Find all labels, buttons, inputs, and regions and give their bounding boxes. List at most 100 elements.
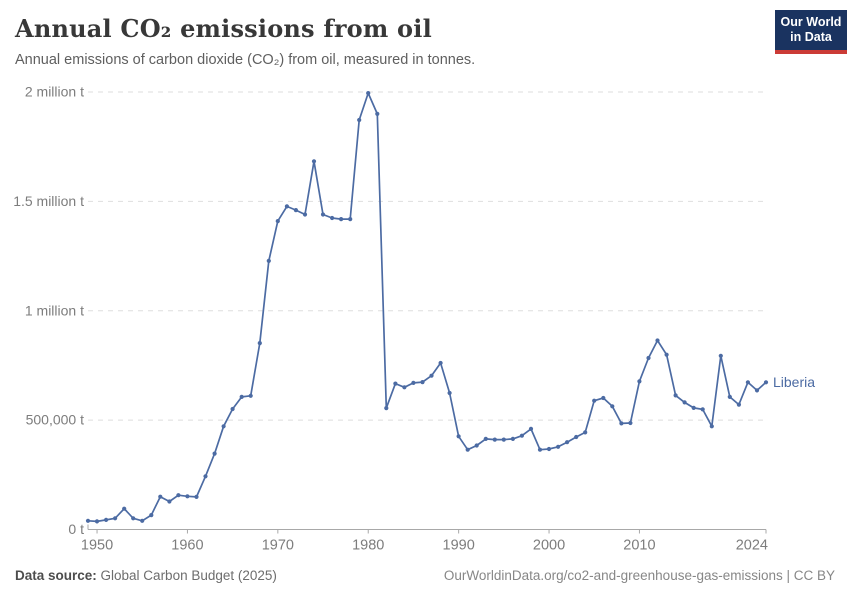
- x-tick-label: 1950: [81, 538, 113, 554]
- data-point[interactable]: [393, 381, 398, 386]
- data-point[interactable]: [528, 426, 534, 431]
- x-tick-label: 1980: [352, 538, 384, 554]
- page-title: Annual CO₂ emissions from oil: [15, 14, 432, 43]
- data-point[interactable]: [402, 385, 407, 390]
- data-point[interactable]: [483, 436, 488, 441]
- data-point[interactable]: [411, 380, 416, 385]
- chart-subtitle: Annual emissions of carbon dioxide (CO₂)…: [15, 52, 476, 68]
- data-point[interactable]: [429, 373, 434, 378]
- data-point[interactable]: [311, 159, 317, 164]
- data-point[interactable]: [727, 394, 732, 399]
- data-point[interactable]: [718, 353, 723, 358]
- data-point[interactable]: [113, 516, 118, 521]
- y-tick-label: 1.5 million t: [13, 193, 84, 209]
- data-point[interactable]: [330, 215, 335, 221]
- y-tick-label: 500,000 t: [26, 412, 84, 428]
- data-point[interactable]: [94, 519, 100, 524]
- data-point[interactable]: [736, 402, 742, 407]
- y-tick-label: 1 million t: [25, 302, 84, 318]
- data-point[interactable]: [519, 433, 525, 438]
- y-tick-label: 2 million t: [25, 84, 84, 100]
- data-point[interactable]: [85, 518, 91, 523]
- data-point[interactable]: [104, 517, 109, 523]
- data-point[interactable]: [339, 217, 344, 222]
- data-point[interactable]: [140, 518, 145, 523]
- data-point[interactable]: [185, 494, 190, 499]
- data-point[interactable]: [375, 111, 380, 116]
- data-point[interactable]: [628, 420, 633, 426]
- data-point[interactable]: [637, 379, 642, 384]
- data-point[interactable]: [248, 393, 253, 398]
- data-point[interactable]: [366, 91, 371, 96]
- series-label-liberia: Liberia: [773, 374, 815, 390]
- x-tick-label: 2024: [736, 538, 768, 554]
- data-point[interactable]: [565, 440, 570, 445]
- x-tick-label: 2010: [623, 538, 655, 554]
- owid-logo-line2: in Data: [790, 30, 832, 44]
- data-point[interactable]: [655, 338, 660, 343]
- owid-url-license[interactable]: OurWorldinData.org/co2-and-greenhouse-ga…: [443, 568, 835, 583]
- data-point[interactable]: [700, 407, 705, 412]
- data-point[interactable]: [501, 437, 506, 442]
- data-point[interactable]: [492, 437, 497, 442]
- data-source-label: Data source:: [15, 568, 97, 583]
- x-tick-label: 2000: [533, 538, 565, 554]
- data-point[interactable]: [546, 446, 552, 452]
- data-point[interactable]: [176, 493, 181, 498]
- data-point[interactable]: [619, 421, 624, 426]
- data-point[interactable]: [465, 447, 470, 452]
- data-point[interactable]: [610, 404, 615, 409]
- data-point[interactable]: [158, 494, 163, 499]
- data-point[interactable]: [275, 219, 280, 224]
- data-source-value: Global Carbon Budget (2025): [96, 568, 277, 583]
- data-point[interactable]: [664, 352, 669, 357]
- data-point[interactable]: [537, 447, 543, 452]
- data-point[interactable]: [556, 444, 561, 449]
- data-point[interactable]: [438, 360, 443, 366]
- data-point[interactable]: [293, 208, 298, 213]
- data-point[interactable]: [284, 204, 289, 209]
- data-point[interactable]: [763, 380, 769, 385]
- x-tick-label: 1960: [171, 538, 203, 554]
- data-point[interactable]: [646, 355, 651, 361]
- data-point[interactable]: [266, 258, 271, 263]
- data-point[interactable]: [510, 436, 515, 441]
- data-point[interactable]: [149, 513, 154, 518]
- data-point[interactable]: [167, 499, 172, 504]
- data-point[interactable]: [682, 400, 687, 405]
- data-point[interactable]: [745, 380, 751, 385]
- data-point[interactable]: [447, 390, 452, 396]
- data-point[interactable]: [754, 388, 760, 393]
- data-point[interactable]: [122, 506, 127, 511]
- data-point[interactable]: [257, 341, 262, 346]
- data-point[interactable]: [583, 430, 588, 435]
- series-line-liberia: [87, 92, 767, 523]
- data-point[interactable]: [456, 434, 461, 439]
- data-point[interactable]: [230, 406, 235, 412]
- data-point[interactable]: [691, 405, 696, 410]
- owid-logo[interactable]: Our World in Data: [775, 10, 847, 54]
- data-source-note: Data source: Global Carbon Budget (2025): [15, 568, 277, 583]
- data-point[interactable]: [574, 434, 579, 440]
- data-point[interactable]: [384, 406, 389, 411]
- x-tick-label: 1970: [262, 538, 294, 554]
- data-point[interactable]: [203, 474, 208, 479]
- owid-logo-line1: Our World: [780, 15, 842, 29]
- data-point[interactable]: [673, 393, 678, 398]
- data-point[interactable]: [239, 394, 244, 399]
- data-point[interactable]: [420, 380, 425, 385]
- data-point[interactable]: [592, 398, 597, 403]
- data-point[interactable]: [212, 451, 217, 456]
- data-point[interactable]: [194, 494, 199, 499]
- data-point[interactable]: [474, 443, 479, 448]
- data-point[interactable]: [348, 217, 353, 222]
- data-point[interactable]: [709, 424, 714, 429]
- data-point[interactable]: [320, 212, 326, 217]
- data-point[interactable]: [221, 424, 226, 429]
- data-point[interactable]: [131, 516, 136, 521]
- data-point[interactable]: [357, 117, 362, 123]
- data-point[interactable]: [601, 395, 606, 401]
- data-point[interactable]: [302, 212, 308, 217]
